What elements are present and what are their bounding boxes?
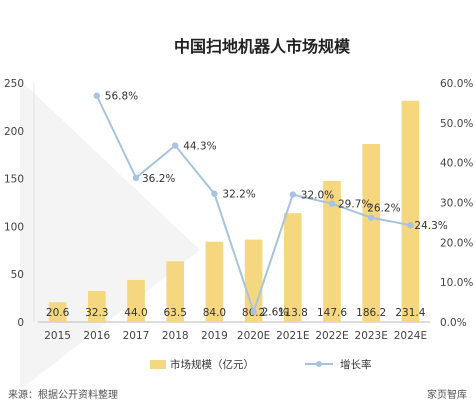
legend-bar-swatch [150,360,166,369]
bar-value-label: 84.0 [203,307,226,319]
growth-value-label: 36.2% [142,173,175,185]
watermark-shape [20,80,200,390]
line-series: 56.8% 36.2% 44.3% 32.2% 2.6% 32.0% 29.7%26.2% 2… [93,91,448,319]
growth-value-label: 26.2% [367,203,400,215]
bar-value-label: 186.2 [356,307,386,319]
bar [362,143,381,322]
growth-value-label: 32.0% [301,190,334,202]
growth-value-label: 44.3% [183,141,216,153]
right-y-axis: 0.0% 10.0% 20.0% 30.0% 40.0% 50.0% 60.0% [440,78,473,329]
bar [323,180,341,322]
right-y-tick: 30.0% [440,198,473,210]
growth-point [250,308,257,315]
bar-value-label: 113.8 [278,307,308,319]
bar-value-label: 231.4 [395,307,425,319]
x-tick-label: 2015 [44,330,71,342]
growth-value-label: 2.6% [262,307,289,319]
bar [87,291,106,322]
legend-line-marker [316,361,322,367]
left-y-tick: 150 [4,174,24,186]
bar-value-label: 44.0 [124,307,147,319]
bar-value-label: 63.5 [164,307,187,319]
x-tick-label: 2019 [201,330,228,342]
left-y-tick: 0 [17,317,24,329]
left-y-tick: 200 [4,126,24,138]
x-tick-label: 2018 [162,330,189,342]
growth-value-label: 56.8% [105,91,138,103]
left-y-axis: 0 50 100 150 200 250 [4,78,35,329]
growth-point [289,191,296,198]
growth-point [328,200,336,207]
x-tick-label: 2023E [355,330,388,342]
bar [283,213,302,322]
x-tick-label: 2020E [237,330,270,342]
bar-value-label: 20.6 [46,307,70,319]
chart-title: 中国扫地机器人市场规模 [174,37,351,56]
x-tick-label: 2022E [315,330,348,342]
left-y-tick: 100 [4,221,24,233]
right-y-tick: 20.0% [440,237,473,249]
x-tick-label: 2017 [123,330,150,342]
growth-point [407,222,414,229]
right-y-tick: 40.0% [440,158,473,170]
right-y-tick: 0.0% [440,317,467,329]
left-y-tick: 50 [11,269,24,281]
x-tick-label: 2021E [276,330,309,342]
right-y-tick: 60.0% [440,78,473,90]
bar [401,100,420,322]
bar-value-label: 32.3 [85,307,108,319]
left-y-tick: 250 [4,78,24,90]
growth-point [132,174,140,182]
growth-value-label: 29.7% [338,199,371,211]
growth-point [172,142,179,149]
bar [205,241,224,322]
x-tick-label: 2024E [394,330,427,342]
growth-value-label: 32.2% [222,189,255,201]
source-note: 来源：根据公开资料整理 [8,388,118,401]
bar [48,302,67,322]
legend-bar-label: 市场规模（亿元） [170,358,254,371]
growth-value-label: 24.3% [414,220,447,232]
growth-point [211,190,218,197]
x-tick-label: 2016 [83,330,110,342]
bar [166,261,185,322]
growth-point [93,92,101,99]
right-y-tick: 10.0% [440,277,473,289]
legend-line-label: 增长率 [340,358,372,371]
right-y-tick: 50.0% [440,118,473,130]
x-axis-ticks: 2015 2016 2017 2018 2019 2020E 2021E 2022E 2023E… [44,330,427,342]
brand-note: 家页智库 [427,388,467,401]
bar-value-label: 147.6 [317,307,347,319]
growth-point [368,214,375,221]
bar [127,279,145,322]
